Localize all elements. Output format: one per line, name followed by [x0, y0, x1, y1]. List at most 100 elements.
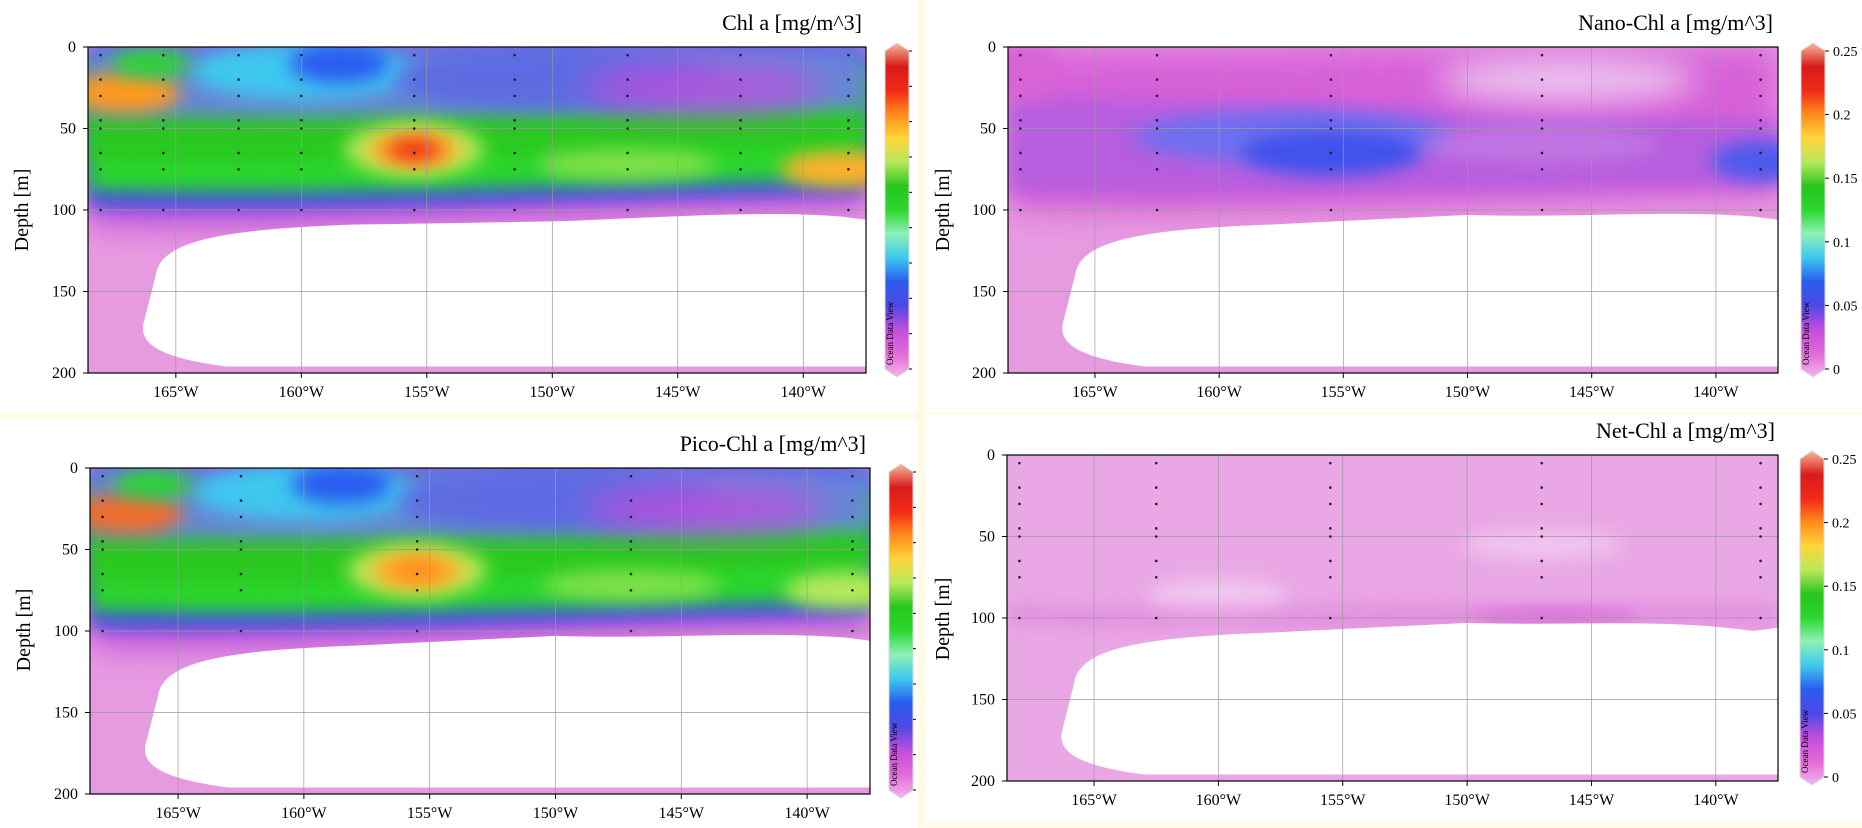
y-tick-label: 150 [52, 284, 76, 301]
sample-point [237, 94, 240, 98]
sample-point [101, 474, 104, 478]
contour-patch [1461, 530, 1622, 559]
sample-point [1155, 94, 1159, 98]
sample-points [1018, 461, 1762, 620]
colorbar-tick-label: 0.25 [1832, 453, 1857, 468]
y-tick-label: 200 [972, 365, 996, 382]
sample-point [1759, 486, 1762, 489]
sample-point [1329, 119, 1333, 122]
sample-point [629, 540, 633, 543]
sample-point [626, 127, 629, 130]
sample-point [1759, 78, 1762, 81]
y-tick-label: 150 [971, 692, 995, 709]
sample-point [1154, 535, 1158, 538]
sample-point [629, 515, 633, 519]
sample-point [415, 474, 419, 478]
sample-point [101, 572, 104, 576]
sample-point [161, 208, 165, 212]
sample-point [415, 499, 419, 502]
sample-point [161, 127, 165, 130]
sample-point [1540, 127, 1544, 130]
sample-point [1759, 575, 1762, 579]
x-tick-label: 140°W [781, 384, 827, 401]
no-data-region [145, 634, 870, 788]
x-tick-label: 165°W [153, 384, 199, 401]
sample-point [1759, 616, 1762, 620]
sample-point [626, 119, 629, 122]
sample-point [1155, 78, 1159, 81]
sample-point [1329, 616, 1332, 620]
sample-point [412, 78, 416, 81]
sample-point [626, 94, 629, 98]
contour-patch [88, 72, 181, 113]
sample-point [629, 588, 633, 592]
sample-points [1019, 53, 1762, 212]
sample-point [1155, 151, 1159, 155]
no-data-region [1062, 213, 1778, 367]
sample-point [239, 548, 243, 551]
sample-point [237, 119, 240, 122]
sample-point [851, 629, 854, 633]
colorbar-tick-label: 0.15 [1832, 580, 1857, 595]
sample-point [101, 540, 104, 543]
sample-point [1540, 559, 1544, 563]
y-tick-label: 100 [54, 623, 78, 640]
sample-point [1540, 535, 1544, 538]
sample-point [239, 588, 243, 592]
sample-point [1019, 119, 1022, 122]
y-axis-label: Depth [m] [13, 589, 35, 672]
sample-point [1154, 616, 1158, 620]
contour-patch [90, 493, 183, 534]
plot-title: Chl a [mg/m^3] [722, 10, 862, 35]
sample-point [412, 151, 416, 155]
sample-point [1540, 461, 1544, 465]
sample-point [739, 78, 742, 81]
sample-point [101, 548, 104, 551]
y-tick-label: 0 [70, 460, 78, 477]
sample-point [1540, 119, 1544, 122]
sample-point [629, 629, 633, 633]
sample-point [1329, 208, 1333, 212]
colorbar-tick-label: 0 [1833, 363, 1840, 378]
colorbar-tick-label: 0.05 [1833, 299, 1858, 314]
sample-point [1019, 151, 1022, 155]
sample-point [1540, 502, 1544, 506]
sample-point [239, 474, 243, 478]
sample-point [412, 119, 416, 122]
sample-point [1018, 559, 1021, 563]
sample-point [412, 127, 416, 130]
sample-point [629, 474, 633, 478]
x-tick-label: 145°W [1569, 384, 1615, 401]
sample-point [1154, 575, 1158, 579]
sample-point [1540, 616, 1544, 620]
contour-patch [780, 151, 866, 188]
x-tick-label: 160°W [1196, 384, 1242, 401]
sample-point [237, 167, 240, 171]
x-tick-label: 165°W [155, 805, 201, 822]
sample-point [101, 629, 104, 633]
sample-point [99, 119, 102, 122]
sample-point [1759, 119, 1762, 122]
x-tick-label: 165°W [1071, 792, 1117, 809]
sample-point [1019, 167, 1022, 171]
plot-title: Nano-Chl a [mg/m^3] [1578, 10, 1773, 35]
watermark-label: Ocean Data View [889, 722, 899, 786]
colorbar: Ocean Data View [888, 463, 916, 799]
y-tick-label: 150 [54, 705, 78, 722]
sample-point [1759, 208, 1762, 212]
sample-point [851, 474, 854, 478]
contour-patch [1710, 141, 1778, 182]
sample-point [847, 119, 850, 122]
sample-point [1018, 616, 1021, 620]
sample-point [513, 119, 516, 122]
sample-point [851, 515, 854, 519]
sample-point [1540, 575, 1544, 579]
x-tick-label: 150°W [530, 384, 576, 401]
sample-point [300, 127, 303, 130]
chl-a-panel: 165°W 160°W 155°W 150°W 145°W 140°W 0 50 100 150 2… [0, 0, 918, 412]
x-tick-label: 150°W [1444, 792, 1490, 809]
grid [1008, 47, 1778, 373]
sample-point [851, 572, 854, 576]
contour-patch [537, 148, 718, 181]
sample-point [239, 572, 243, 576]
